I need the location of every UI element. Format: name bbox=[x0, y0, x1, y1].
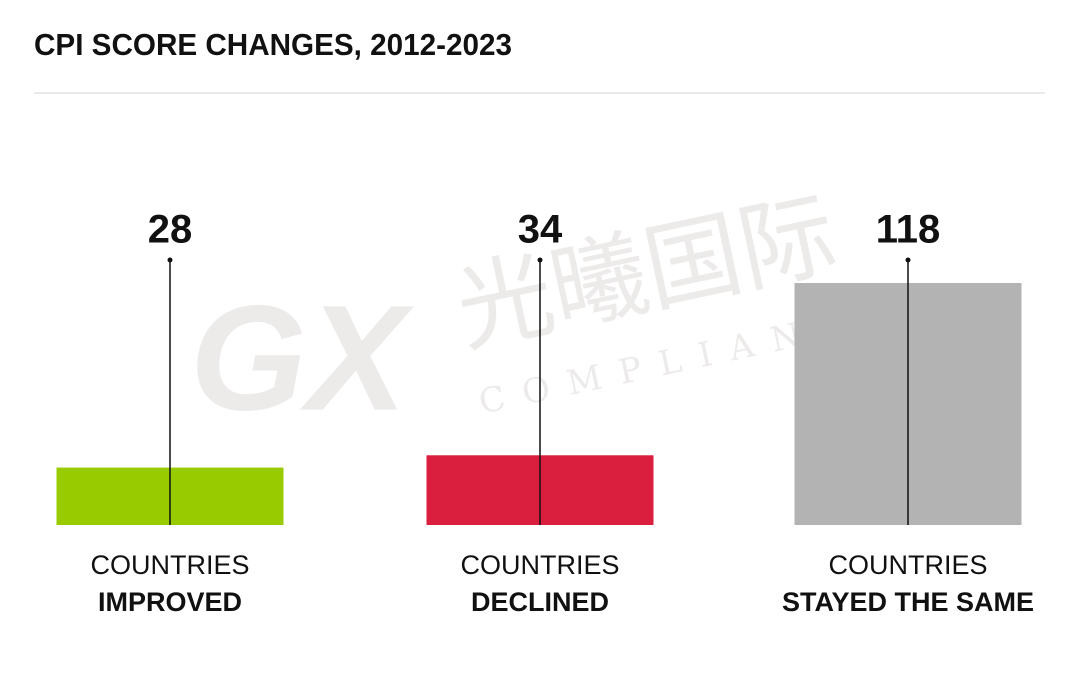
watermark-logo: GX bbox=[190, 274, 415, 442]
leader-dot bbox=[537, 257, 543, 263]
value-label: 34 bbox=[518, 208, 563, 252]
leader-dot bbox=[167, 257, 173, 263]
category-label-top: COUNTRIES bbox=[460, 550, 619, 580]
category-label: DECLINED bbox=[471, 587, 609, 617]
chart-title: CPI SCORE CHANGES, 2012-2023 bbox=[34, 27, 512, 62]
value-label: 28 bbox=[148, 208, 193, 252]
leader-dot bbox=[905, 257, 911, 263]
category-label-top: COUNTRIES bbox=[828, 550, 987, 580]
value-label: 118 bbox=[876, 208, 941, 252]
category-label-top: COUNTRIES bbox=[90, 550, 249, 580]
category-label: IMPROVED bbox=[98, 587, 242, 617]
category-label: STAYED THE SAME bbox=[782, 587, 1034, 617]
